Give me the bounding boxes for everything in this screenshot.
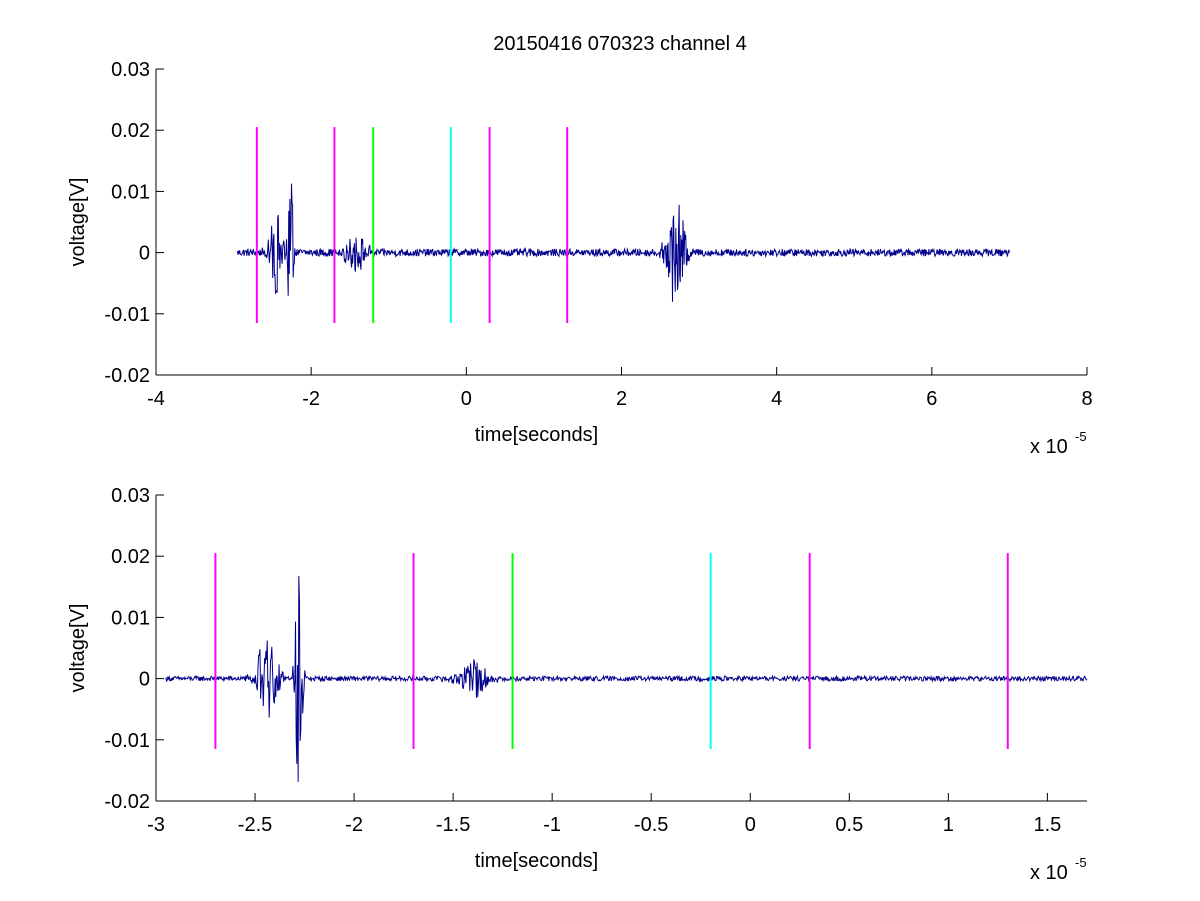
x-multiplier-label: x 10 xyxy=(1030,436,1068,458)
y-tick-label: 0.03 xyxy=(111,485,150,507)
plot-1: -0.02 -0.01 0 0.01 0.02 0.03 -4 -2 0 2 4 6 8 time[sec… xyxy=(67,59,1093,458)
y-tick-label: -0.02 xyxy=(104,365,150,387)
x-tick-label: -4 xyxy=(147,388,165,410)
x-tick-label: 4 xyxy=(771,388,782,410)
x-tick-label: -0.5 xyxy=(634,814,668,836)
x-tick-label: 0 xyxy=(461,388,472,410)
x-tick-label: -2 xyxy=(345,814,363,836)
y-tick-label: 0 xyxy=(139,669,150,691)
plot-2: -0.02 -0.01 0 0.01 0.02 0.03 -3 -2.5 -2 -1.5 -1 -0.… xyxy=(67,485,1088,884)
x-tick-label: -1.5 xyxy=(436,814,470,836)
x-tick-label: 1.5 xyxy=(1033,814,1061,836)
x-tick-label: 8 xyxy=(1081,388,1092,410)
x-tick-label: -3 xyxy=(147,814,165,836)
y-axis-label: voltage[V] xyxy=(67,604,89,693)
y-tick-label: -0.01 xyxy=(104,304,150,326)
y-tick-label: -0.01 xyxy=(104,730,150,752)
y-tick-label: 0.01 xyxy=(111,181,150,203)
signal-trace xyxy=(236,183,1010,302)
x-multiplier-label: x 10 xyxy=(1030,862,1068,884)
y-axis-label: voltage[V] xyxy=(67,178,89,267)
x-tick-label: 6 xyxy=(926,388,937,410)
x-tick-label: 0.5 xyxy=(835,814,863,836)
y-tick-label: 0.01 xyxy=(111,607,150,629)
x-multiplier-exponent: -5 xyxy=(1075,429,1087,444)
x-tick-label: 0 xyxy=(745,814,756,836)
y-tick-label: 0.03 xyxy=(111,59,150,81)
y-tick-label: 0.02 xyxy=(111,546,150,568)
x-axis-label: time[seconds] xyxy=(475,424,598,446)
y-tick-label: 0.02 xyxy=(111,120,150,142)
x-tick-label: 1 xyxy=(943,814,954,836)
x-tick-label: 2 xyxy=(616,388,627,410)
figure-title: 20150416 070323 channel 4 xyxy=(493,33,747,55)
x-tick-label: -2.5 xyxy=(238,814,272,836)
x-tick-label: -2 xyxy=(302,388,320,410)
x-multiplier-exponent: -5 xyxy=(1075,855,1087,870)
y-tick-label: 0 xyxy=(139,243,150,265)
x-axis-label: time[seconds] xyxy=(475,850,598,872)
x-tick-label: -1 xyxy=(543,814,561,836)
y-tick-label: -0.02 xyxy=(104,791,150,813)
signal-trace xyxy=(165,576,1088,782)
